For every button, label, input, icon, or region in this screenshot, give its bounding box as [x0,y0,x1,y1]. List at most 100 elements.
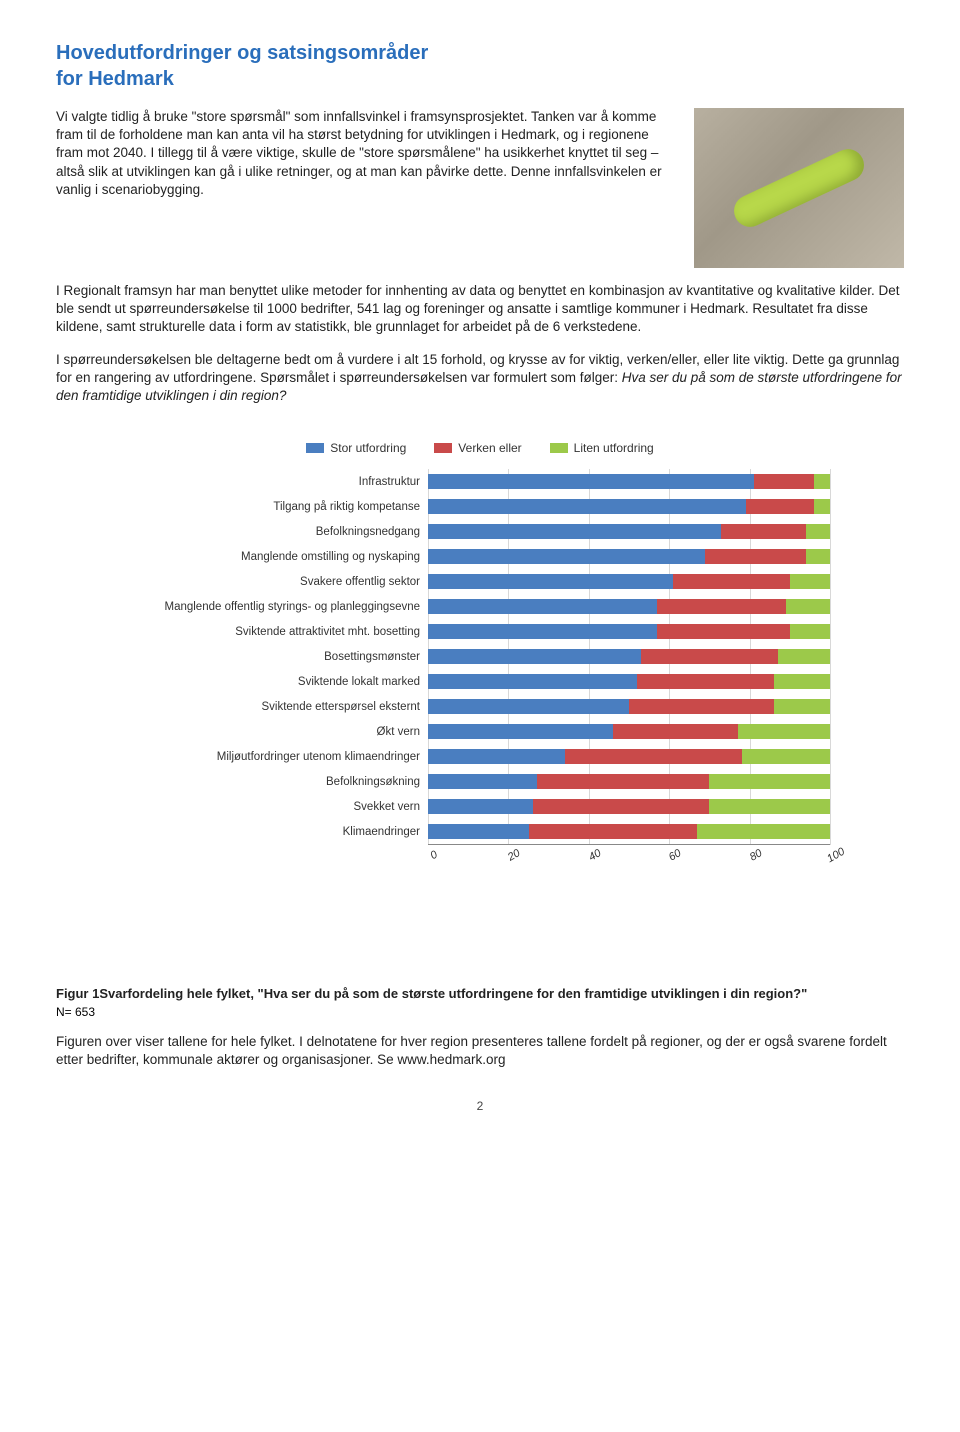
bar-segment [428,649,641,664]
bar-segment [705,549,806,564]
chart-row: Tilgang på riktig kompetanse [130,494,830,519]
legend-swatch-blue [306,443,324,453]
bar-track [428,824,830,839]
axis-tick: 100 [822,841,847,866]
bar-label: Svekket vern [130,801,428,813]
bar-label: Svakere offentlig sektor [130,576,428,588]
figure-caption: Figur 1Svarfordeling hele fylket, "Hva s… [56,985,904,1003]
bar-segment [428,624,657,639]
bar-segment [709,774,830,789]
axis-tick: 20 [503,842,523,864]
bar-segment [428,524,721,539]
bar-segment [746,499,814,514]
bar-label: Befolkningsnedgang [130,526,428,538]
legend-swatch-green [550,443,568,453]
bar-track [428,524,830,539]
chart-row: Svekket vern [130,794,830,819]
legend-label-b: Verken eller [458,441,521,455]
bar-track [428,674,830,689]
bar-segment [428,724,613,739]
bar-segment [428,774,537,789]
caterpillar-photo [694,108,904,268]
bar-label: Bosettingsmønster [130,651,428,663]
bar-label: Befolkningsøkning [130,776,428,788]
chart-row: Infrastruktur [130,469,830,494]
title-line-2: for Hedmark [56,68,174,90]
bar-segment [533,799,710,814]
bar-segment [673,574,790,589]
bar-track [428,774,830,789]
bar-track [428,574,830,589]
bar-segment [529,824,698,839]
chart-row: Økt vern [130,719,830,744]
bar-segment [428,499,746,514]
bar-segment [428,699,629,714]
bar-segment [754,474,814,489]
bar-label: Miljøutfordringer utenom klimaendringer [130,751,428,763]
paragraph-3: I spørreundersøkelsen ble deltagerne bed… [56,351,904,406]
bar-segment [778,649,830,664]
chart-row: Befolkningsøkning [130,769,830,794]
chart-row: Bosettingsmønster [130,644,830,669]
bar-label: Tilgang på riktig kompetanse [130,501,428,513]
bar-segment [657,599,786,614]
bar-segment [641,649,778,664]
bar-segment [774,674,830,689]
legend-item-liten: Liten utfordring [550,441,654,455]
bar-segment [721,524,805,539]
bar-segment [428,549,705,564]
legend-label-c: Liten utfordring [574,441,654,455]
bar-segment [806,549,830,564]
bar-label: Økt vern [130,726,428,738]
axis-tick: 60 [664,842,684,864]
legend-item-stor: Stor utfordring [306,441,406,455]
bar-segment [428,574,673,589]
chart-row: Befolkningsnedgang [130,519,830,544]
chart-row: Sviktende lokalt marked [130,669,830,694]
bar-segment [697,824,830,839]
bar-track [428,724,830,739]
bar-segment [537,774,710,789]
bar-segment [774,699,830,714]
bar-track [428,474,830,489]
bar-segment [790,574,830,589]
bar-track [428,649,830,664]
page-title: Hovedutfordringer og satsingsområder for… [56,40,904,92]
chart-row: Svakere offentlig sektor [130,569,830,594]
bar-segment [637,674,774,689]
axis-tick: 40 [583,842,603,864]
chart-row: Manglende omstilling og nyskaping [130,544,830,569]
bar-segment [428,824,529,839]
bar-segment [428,599,657,614]
legend-swatch-red [434,443,452,453]
title-line-1: Hovedutfordringer og satsingsområder [56,42,428,64]
bar-label: Klimaendringer [130,826,428,838]
bar-track [428,699,830,714]
bar-segment [806,524,830,539]
bar-label: Sviktende etterspørsel eksternt [130,701,428,713]
bar-track [428,599,830,614]
chart-body: Infrastruktur Tilgang på riktig kompetans… [130,469,830,885]
caption-text: Svarfordeling hele fylket, "Hva ser du p… [99,986,807,1001]
chart-row: Manglende offentlig styrings- og planleg… [130,594,830,619]
bar-segment [814,499,830,514]
bar-label: Manglende omstilling og nyskaping [130,551,428,563]
bar-segment [657,624,790,639]
bar-segment [709,799,830,814]
legend-item-verken: Verken eller [434,441,521,455]
bar-segment [742,749,830,764]
chart-row: Sviktende etterspørsel eksternt [130,694,830,719]
bar-track [428,749,830,764]
caption-n: N= 653 [56,1005,904,1019]
survey-chart: Stor utfordring Verken eller Liten utfor… [130,441,830,885]
bar-track [428,624,830,639]
bar-segment [738,724,830,739]
intro-paragraph: Vi valgte tidlig å bruke "store spørsmål… [56,108,674,268]
chart-row: Miljøutfordringer utenom klimaendringer [130,744,830,769]
bar-segment [786,599,830,614]
bar-segment [790,624,830,639]
bar-label: Manglende offentlig styrings- og planleg… [130,601,428,613]
bar-label: Sviktende attraktivitet mht. bosetting [130,626,428,638]
bar-segment [814,474,830,489]
bar-segment [428,799,533,814]
